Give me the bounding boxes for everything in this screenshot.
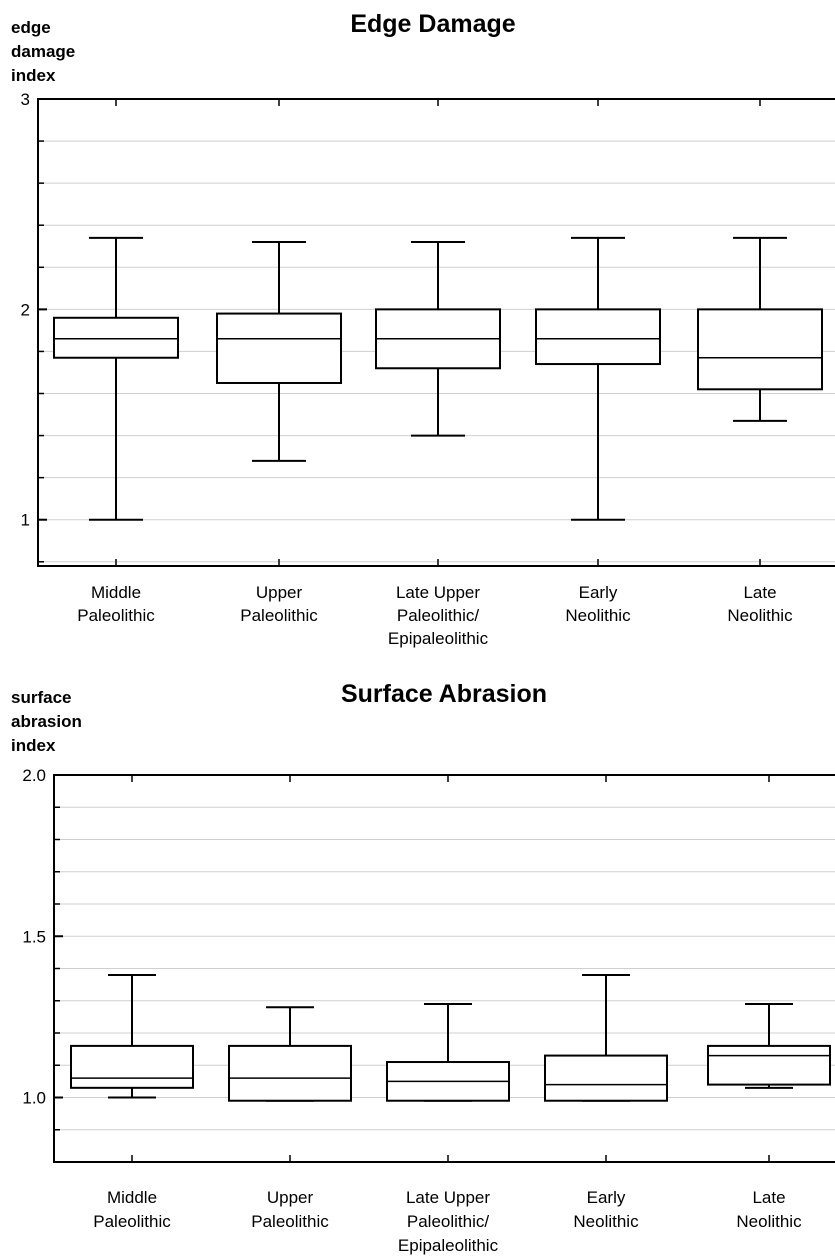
box-1 bbox=[70, 973, 194, 1099]
y-axis-label-line: index bbox=[11, 736, 56, 755]
category-label-line: Epipaleolithic bbox=[398, 1236, 499, 1255]
surface-abrasion-chart: Surface Abrasion surface abrasion index 1.0 1… bbox=[11, 680, 835, 1255]
category-label-line: Early bbox=[579, 583, 618, 602]
y-axis-label-line: index bbox=[11, 66, 56, 85]
y-axis-label-line: edge bbox=[11, 18, 51, 37]
edge-damage-chart: Edge Damage edge damage index 1 2 3 Middle Paleo… bbox=[11, 10, 835, 648]
category-label-line: Neolithic bbox=[565, 606, 631, 625]
box-4 bbox=[544, 973, 668, 1102]
box-1 bbox=[53, 236, 179, 521]
plot-frame bbox=[53, 774, 835, 1163]
y-tick-label: 2 bbox=[21, 300, 30, 319]
box-iqr bbox=[697, 308, 823, 391]
category-label-line: Early bbox=[587, 1188, 626, 1207]
box-3 bbox=[375, 241, 501, 437]
y-axis-label-line: abrasion bbox=[11, 712, 82, 731]
box-iqr bbox=[216, 312, 342, 384]
category-label-line: Paleolithic bbox=[77, 606, 155, 625]
category-label-line: Paleolithic/ bbox=[397, 606, 479, 625]
y-axis-label-line: damage bbox=[11, 42, 75, 61]
category-label-line: Late bbox=[743, 583, 776, 602]
category-label-line: Late bbox=[752, 1188, 785, 1207]
category-label-line: Late Upper bbox=[396, 583, 480, 602]
y-tick-label: 1.5 bbox=[22, 927, 46, 946]
category-label-line: Neolithic bbox=[736, 1212, 802, 1231]
category-label-line: Paleolithic bbox=[251, 1212, 329, 1231]
category-label-line: Paleolithic bbox=[93, 1212, 171, 1231]
category-label-line: Late Upper bbox=[406, 1188, 490, 1207]
y-tick-label: 1.0 bbox=[22, 1089, 46, 1108]
chart-title: Surface Abrasion bbox=[341, 680, 547, 708]
y-axis-label-line: surface bbox=[11, 688, 71, 707]
box-iqr bbox=[53, 316, 179, 359]
box-iqr bbox=[535, 308, 661, 366]
box-5 bbox=[707, 1002, 831, 1089]
y-tick-label: 3 bbox=[21, 90, 30, 109]
y-tick-label: 1 bbox=[21, 511, 30, 530]
box-iqr bbox=[544, 1054, 668, 1102]
chart-title: Edge Damage bbox=[350, 10, 515, 38]
category-label-line: Upper bbox=[256, 583, 303, 602]
y-tick-label: 2.0 bbox=[22, 766, 46, 785]
category-label-line: Paleolithic/ bbox=[407, 1212, 489, 1231]
category-label-line: Upper bbox=[267, 1188, 314, 1207]
box-4 bbox=[535, 236, 661, 521]
category-label-line: Neolithic bbox=[573, 1212, 639, 1231]
plot-frame bbox=[37, 98, 835, 567]
box-iqr bbox=[70, 1044, 194, 1089]
box-2 bbox=[228, 1006, 352, 1102]
category-label-line: Epipaleolithic bbox=[388, 629, 489, 648]
box-2 bbox=[216, 241, 342, 462]
box-iqr bbox=[228, 1044, 352, 1102]
category-label-line: Middle bbox=[107, 1188, 157, 1207]
category-label-line: Paleolithic bbox=[240, 606, 318, 625]
box-5 bbox=[697, 236, 823, 422]
category-label-line: Middle bbox=[91, 583, 141, 602]
category-label-line: Neolithic bbox=[727, 606, 793, 625]
box-3 bbox=[386, 1002, 510, 1102]
box-iqr bbox=[707, 1044, 831, 1086]
